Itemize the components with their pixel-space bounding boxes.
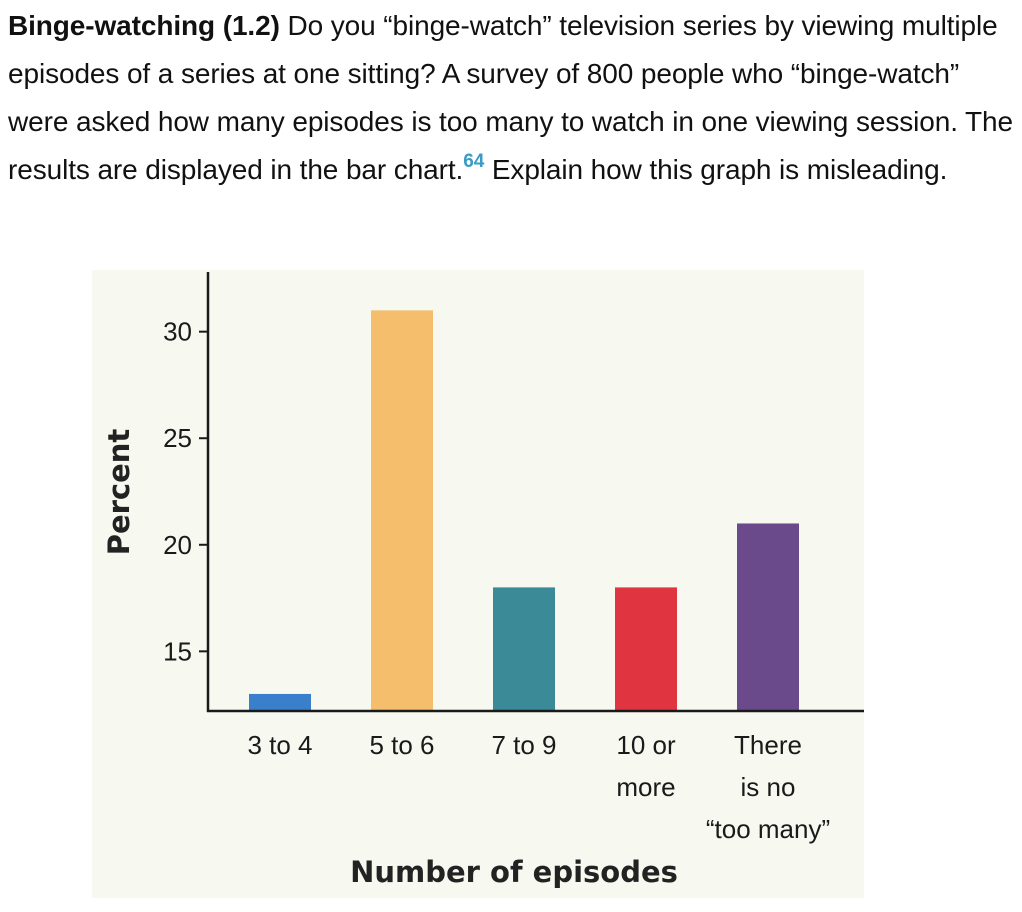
bar-4 bbox=[615, 587, 677, 711]
bar-chart: 15 20 25 30 3 to 4 5 to 6 7 to 9 10 or more There… bbox=[102, 272, 864, 889]
x-category-label-2-line-1: 5 to 6 bbox=[369, 730, 434, 760]
bar-5 bbox=[737, 523, 799, 711]
x-category-label-5-line-1: There bbox=[734, 730, 802, 760]
exercise-prompt: Explain how this graph is misleading. bbox=[491, 154, 948, 185]
exercise-question: Do you “binge-watch” television series b… bbox=[8, 10, 1013, 185]
y-tick-label-30: 30 bbox=[163, 317, 192, 347]
y-tick-label-20: 20 bbox=[163, 530, 192, 560]
x-axis-title: Number of episodes bbox=[350, 855, 678, 889]
x-category-label-5-line-3: “too many” bbox=[706, 814, 830, 844]
x-category-label-3-line-1: 7 to 9 bbox=[491, 730, 556, 760]
bar-2 bbox=[371, 310, 433, 711]
bar-1 bbox=[249, 693, 311, 711]
y-axis-title: Percent bbox=[102, 429, 136, 556]
x-category-label-4-line-1: 10 or bbox=[616, 730, 676, 760]
y-tick-label-15: 15 bbox=[163, 636, 192, 666]
x-category-label-5-line-2: is no bbox=[741, 772, 796, 802]
x-category-label-4-line-2: more bbox=[616, 772, 675, 802]
exercise-text: Binge-watching (1.2) Do you “binge-watch… bbox=[8, 2, 1018, 194]
bar-3 bbox=[493, 587, 555, 711]
y-tick-label-25: 25 bbox=[163, 423, 192, 453]
reference-number[interactable]: 64 bbox=[463, 151, 485, 172]
bar-chart-panel: 15 20 25 30 3 to 4 5 to 6 7 to 9 10 or more There… bbox=[92, 270, 864, 898]
x-category-label-1-line-1: 3 to 4 bbox=[247, 730, 312, 760]
exercise-title: Binge-watching (1.2) bbox=[8, 10, 280, 41]
